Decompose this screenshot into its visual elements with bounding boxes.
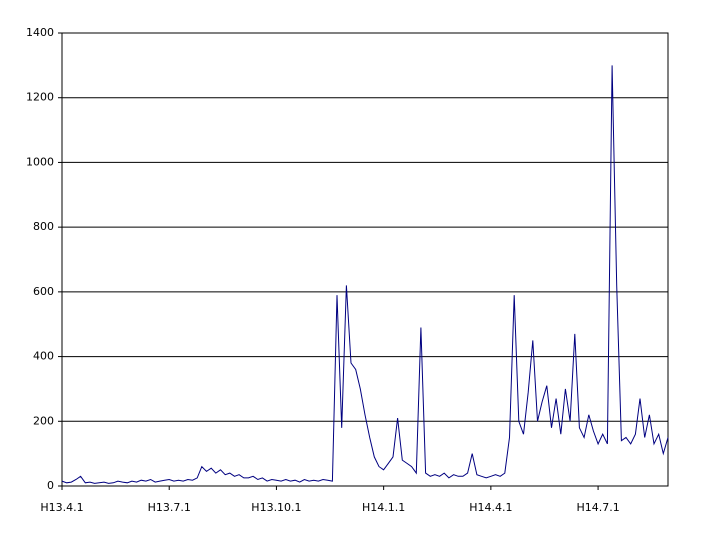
- data-line: [61, 65, 669, 484]
- y-tick-label: 800: [33, 220, 54, 233]
- y-tick-label: 200: [33, 414, 54, 427]
- y-tick-label: 400: [33, 350, 54, 363]
- x-tick-label: H13.7.1: [148, 501, 191, 514]
- x-tick-label: H14.7.1: [576, 501, 619, 514]
- x-tick-label: H14.1.1: [362, 501, 405, 514]
- y-tick-label: 1400: [26, 26, 54, 39]
- x-tick-label: H14.4.1: [469, 501, 512, 514]
- plot-area: [61, 32, 669, 487]
- x-tick-label: H13.4.1: [40, 501, 83, 514]
- y-tick-label: 600: [33, 285, 54, 298]
- y-tick-label: 1000: [26, 155, 54, 168]
- y-tick-label: 0: [47, 479, 54, 492]
- x-tick-label: H13.10.1: [251, 501, 301, 514]
- y-tick-label: 1200: [26, 91, 54, 104]
